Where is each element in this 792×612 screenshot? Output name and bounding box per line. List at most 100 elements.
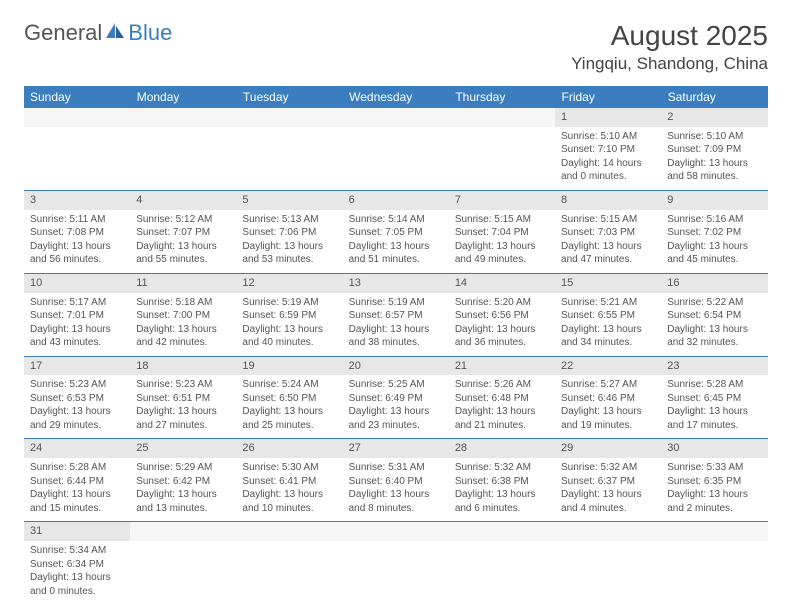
day-number: 31 xyxy=(24,522,130,541)
detail-row: Sunrise: 5:17 AMSunset: 7:01 PMDaylight:… xyxy=(24,293,768,357)
day-details: Sunrise: 5:15 AMSunset: 7:03 PMDaylight:… xyxy=(555,210,661,274)
day-number: 3 xyxy=(24,190,130,209)
detail-row: Sunrise: 5:10 AMSunset: 7:10 PMDaylight:… xyxy=(24,127,768,191)
weekday-header: Monday xyxy=(130,86,236,108)
day-details: Sunrise: 5:14 AMSunset: 7:05 PMDaylight:… xyxy=(343,210,449,274)
day-details: Sunrise: 5:18 AMSunset: 7:00 PMDaylight:… xyxy=(130,293,236,357)
day-details: Sunrise: 5:17 AMSunset: 7:01 PMDaylight:… xyxy=(24,293,130,357)
day-details: Sunrise: 5:28 AMSunset: 6:44 PMDaylight:… xyxy=(24,458,130,522)
location: Yingqiu, Shandong, China xyxy=(571,54,768,74)
day-number: 17 xyxy=(24,356,130,375)
day-details: Sunrise: 5:21 AMSunset: 6:55 PMDaylight:… xyxy=(555,293,661,357)
day-number: 18 xyxy=(130,356,236,375)
day-number: 11 xyxy=(130,273,236,292)
day-number: 23 xyxy=(661,356,767,375)
day-number: 29 xyxy=(555,439,661,458)
day-number: 26 xyxy=(236,439,342,458)
day-details: Sunrise: 5:20 AMSunset: 6:56 PMDaylight:… xyxy=(449,293,555,357)
day-number: 7 xyxy=(449,190,555,209)
day-details: Sunrise: 5:10 AMSunset: 7:09 PMDaylight:… xyxy=(661,127,767,191)
day-details: Sunrise: 5:11 AMSunset: 7:08 PMDaylight:… xyxy=(24,210,130,274)
day-details: Sunrise: 5:29 AMSunset: 6:42 PMDaylight:… xyxy=(130,458,236,522)
day-details xyxy=(236,541,342,604)
day-details: Sunrise: 5:34 AMSunset: 6:34 PMDaylight:… xyxy=(24,541,130,604)
day-details: Sunrise: 5:12 AMSunset: 7:07 PMDaylight:… xyxy=(130,210,236,274)
day-details: Sunrise: 5:19 AMSunset: 6:57 PMDaylight:… xyxy=(343,293,449,357)
header: General Blue August 2025 Yingqiu, Shando… xyxy=(24,20,768,74)
day-number: 16 xyxy=(661,273,767,292)
day-number: 21 xyxy=(449,356,555,375)
day-details: Sunrise: 5:22 AMSunset: 6:54 PMDaylight:… xyxy=(661,293,767,357)
day-details: Sunrise: 5:16 AMSunset: 7:02 PMDaylight:… xyxy=(661,210,767,274)
day-number xyxy=(130,108,236,127)
logo-text-general: General xyxy=(24,20,102,46)
day-details xyxy=(661,541,767,604)
daynum-row: 12 xyxy=(24,108,768,127)
day-number: 9 xyxy=(661,190,767,209)
weekday-header: Saturday xyxy=(661,86,767,108)
day-number xyxy=(343,108,449,127)
daynum-row: 3456789 xyxy=(24,190,768,209)
day-number xyxy=(130,522,236,541)
day-details: Sunrise: 5:10 AMSunset: 7:10 PMDaylight:… xyxy=(555,127,661,191)
day-details: Sunrise: 5:30 AMSunset: 6:41 PMDaylight:… xyxy=(236,458,342,522)
weekday-header: Friday xyxy=(555,86,661,108)
title-block: August 2025 Yingqiu, Shandong, China xyxy=(571,20,768,74)
detail-row: Sunrise: 5:28 AMSunset: 6:44 PMDaylight:… xyxy=(24,458,768,522)
detail-row: Sunrise: 5:34 AMSunset: 6:34 PMDaylight:… xyxy=(24,541,768,604)
day-number xyxy=(236,522,342,541)
day-details: Sunrise: 5:28 AMSunset: 6:45 PMDaylight:… xyxy=(661,375,767,439)
day-number xyxy=(343,522,449,541)
daynum-row: 24252627282930 xyxy=(24,439,768,458)
calendar: SundayMondayTuesdayWednesdayThursdayFrid… xyxy=(24,86,768,604)
day-details xyxy=(449,127,555,191)
day-details: Sunrise: 5:24 AMSunset: 6:50 PMDaylight:… xyxy=(236,375,342,439)
day-number: 1 xyxy=(555,108,661,127)
daynum-row: 10111213141516 xyxy=(24,273,768,292)
detail-row: Sunrise: 5:23 AMSunset: 6:53 PMDaylight:… xyxy=(24,375,768,439)
day-number: 2 xyxy=(661,108,767,127)
day-details xyxy=(130,541,236,604)
weekday-header: Thursday xyxy=(449,86,555,108)
day-number xyxy=(24,108,130,127)
sail-icon xyxy=(104,21,126,46)
month-title: August 2025 xyxy=(571,20,768,52)
daynum-row: 31 xyxy=(24,522,768,541)
day-number: 6 xyxy=(343,190,449,209)
detail-row: Sunrise: 5:11 AMSunset: 7:08 PMDaylight:… xyxy=(24,210,768,274)
day-details: Sunrise: 5:31 AMSunset: 6:40 PMDaylight:… xyxy=(343,458,449,522)
day-number xyxy=(449,522,555,541)
day-number: 24 xyxy=(24,439,130,458)
day-details: Sunrise: 5:32 AMSunset: 6:37 PMDaylight:… xyxy=(555,458,661,522)
day-number: 4 xyxy=(130,190,236,209)
day-number: 27 xyxy=(343,439,449,458)
weekday-header: Sunday xyxy=(24,86,130,108)
calendar-body: 12Sunrise: 5:10 AMSunset: 7:10 PMDayligh… xyxy=(24,108,768,604)
weekday-header: Wednesday xyxy=(343,86,449,108)
daynum-row: 17181920212223 xyxy=(24,356,768,375)
day-number: 12 xyxy=(236,273,342,292)
day-number: 22 xyxy=(555,356,661,375)
day-details xyxy=(343,127,449,191)
day-details: Sunrise: 5:19 AMSunset: 6:59 PMDaylight:… xyxy=(236,293,342,357)
day-number: 15 xyxy=(555,273,661,292)
day-details xyxy=(555,541,661,604)
day-details: Sunrise: 5:23 AMSunset: 6:53 PMDaylight:… xyxy=(24,375,130,439)
day-details: Sunrise: 5:23 AMSunset: 6:51 PMDaylight:… xyxy=(130,375,236,439)
day-details xyxy=(24,127,130,191)
day-number xyxy=(236,108,342,127)
day-details xyxy=(343,541,449,604)
day-number xyxy=(449,108,555,127)
day-number: 14 xyxy=(449,273,555,292)
logo-text-blue: Blue xyxy=(128,20,172,46)
day-number xyxy=(555,522,661,541)
day-number: 13 xyxy=(343,273,449,292)
day-details xyxy=(130,127,236,191)
day-details: Sunrise: 5:25 AMSunset: 6:49 PMDaylight:… xyxy=(343,375,449,439)
day-details: Sunrise: 5:27 AMSunset: 6:46 PMDaylight:… xyxy=(555,375,661,439)
day-details: Sunrise: 5:26 AMSunset: 6:48 PMDaylight:… xyxy=(449,375,555,439)
weekday-row: SundayMondayTuesdayWednesdayThursdayFrid… xyxy=(24,86,768,108)
day-number: 20 xyxy=(343,356,449,375)
day-number: 19 xyxy=(236,356,342,375)
day-number: 10 xyxy=(24,273,130,292)
